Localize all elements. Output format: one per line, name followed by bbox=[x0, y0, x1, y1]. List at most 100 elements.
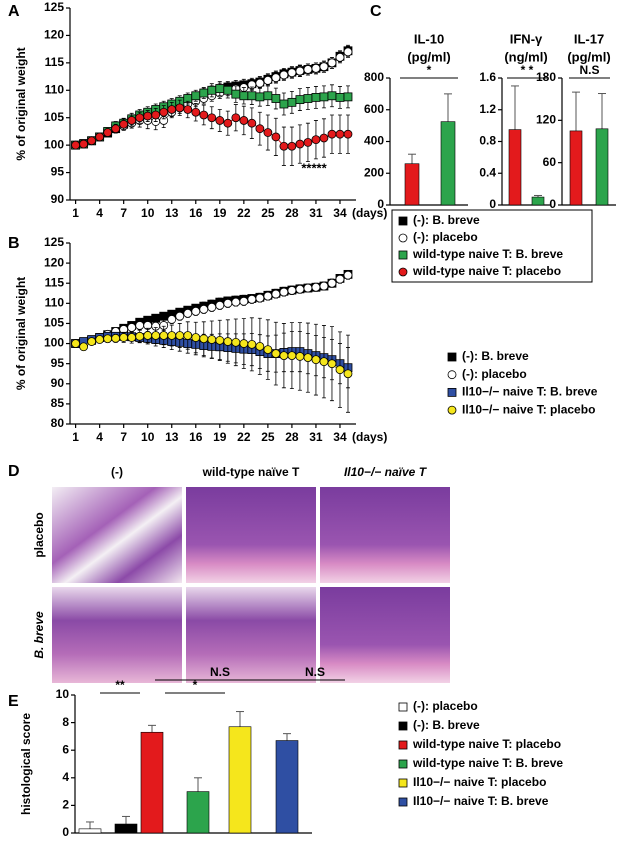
marker bbox=[191, 107, 201, 117]
marker bbox=[327, 359, 337, 369]
marker bbox=[271, 73, 281, 83]
y-tick-label: 120 bbox=[44, 28, 64, 42]
marker bbox=[111, 333, 121, 343]
y-tick-label: 90 bbox=[51, 376, 65, 390]
x-tick-label: 22 bbox=[237, 206, 251, 220]
marker bbox=[231, 337, 241, 347]
marker bbox=[279, 141, 289, 151]
x-tick-label: 22 bbox=[237, 430, 251, 444]
marker bbox=[255, 78, 265, 88]
marker bbox=[295, 95, 305, 105]
legend-label: (-): placebo bbox=[413, 230, 478, 244]
bar bbox=[228, 726, 252, 834]
marker bbox=[239, 339, 249, 348]
marker bbox=[87, 136, 97, 146]
column-label: (-) bbox=[111, 465, 123, 479]
histology-image bbox=[186, 487, 316, 583]
column-label: Il10−/− naïve T bbox=[344, 465, 428, 479]
marker bbox=[247, 91, 257, 101]
marker bbox=[183, 308, 193, 318]
marker bbox=[127, 333, 137, 342]
marker bbox=[343, 270, 353, 280]
bar bbox=[275, 740, 299, 834]
marker bbox=[103, 334, 113, 344]
x-tick-label: 19 bbox=[213, 430, 227, 444]
x-tick-label: 31 bbox=[309, 206, 323, 220]
legend-marker bbox=[398, 216, 408, 226]
y-tick-label: 0.4 bbox=[479, 165, 496, 179]
marker bbox=[111, 124, 121, 134]
marker bbox=[191, 333, 201, 342]
marker bbox=[231, 89, 241, 99]
marker bbox=[87, 337, 97, 346]
marker bbox=[79, 342, 89, 352]
annotation: N.S bbox=[210, 665, 230, 679]
legend-label: wild-type naive T: placebo bbox=[412, 264, 561, 278]
x-tick-label: 1 bbox=[72, 430, 79, 444]
row-label: placebo bbox=[32, 512, 46, 557]
marker bbox=[151, 110, 161, 120]
y-tick-label: 1.2 bbox=[479, 102, 496, 116]
marker bbox=[303, 137, 313, 147]
y-tick-label: 4 bbox=[62, 770, 69, 784]
marker bbox=[215, 116, 225, 125]
marker bbox=[215, 84, 225, 94]
marker bbox=[287, 141, 297, 151]
marker bbox=[135, 113, 145, 123]
annotation: ** bbox=[115, 678, 125, 692]
marker bbox=[223, 298, 233, 308]
marker bbox=[119, 333, 129, 342]
legend-box bbox=[391, 209, 593, 283]
bar bbox=[569, 130, 583, 206]
marker bbox=[255, 124, 265, 134]
marker bbox=[247, 294, 257, 304]
legend-label: Il10−/− naive T: B. breve bbox=[413, 794, 549, 808]
marker bbox=[135, 321, 145, 330]
marker bbox=[335, 93, 345, 102]
marker bbox=[215, 300, 225, 310]
panel-letter: B bbox=[8, 235, 20, 252]
legend-marker bbox=[447, 405, 457, 415]
y-tick-label: 100 bbox=[44, 137, 64, 151]
y-tick-label: 125 bbox=[44, 0, 64, 14]
x-tick-label: 10 bbox=[141, 206, 155, 220]
marker bbox=[335, 129, 345, 139]
marker bbox=[191, 91, 201, 101]
row-label: B. breve bbox=[32, 611, 46, 659]
marker bbox=[191, 306, 201, 316]
legend-marker bbox=[398, 778, 408, 788]
bar bbox=[186, 791, 210, 834]
marker bbox=[239, 91, 249, 101]
marker bbox=[223, 337, 233, 346]
legend-label: wild-type naive T: B. breve bbox=[412, 756, 563, 770]
x-tick-label: 7 bbox=[120, 206, 127, 220]
legend-label: wild-type naive T: placebo bbox=[412, 737, 561, 751]
annotation: * * bbox=[521, 63, 534, 77]
marker bbox=[223, 85, 233, 95]
marker bbox=[255, 341, 265, 351]
y-tick-label: 125 bbox=[44, 235, 64, 249]
x-tick-label: 25 bbox=[261, 430, 275, 444]
x-tick-label: 25 bbox=[261, 206, 275, 220]
marker bbox=[231, 297, 241, 307]
marker bbox=[183, 105, 193, 114]
x-tick-label: 10 bbox=[141, 430, 155, 444]
y-axis-label: histological score bbox=[19, 713, 33, 815]
legend-label: (-): B. breve bbox=[413, 718, 480, 732]
annotation: N.S bbox=[305, 665, 325, 679]
x-axis-label: (days) bbox=[352, 206, 387, 220]
marker bbox=[303, 94, 313, 103]
chart-subtitle: (pg/ml) bbox=[407, 49, 450, 64]
legend-label: Il10−/− naive T: B. breve bbox=[462, 385, 598, 399]
legend-marker bbox=[398, 721, 408, 731]
marker bbox=[335, 274, 345, 284]
marker bbox=[335, 365, 345, 375]
marker bbox=[263, 291, 273, 301]
y-tick-label: 95 bbox=[51, 165, 65, 179]
bar bbox=[404, 163, 420, 206]
x-tick-label: 19 bbox=[213, 206, 227, 220]
y-tick-label: 180 bbox=[536, 70, 556, 84]
marker bbox=[271, 289, 281, 299]
legend-label: (-): B. breve bbox=[413, 213, 480, 227]
marker bbox=[239, 296, 249, 306]
